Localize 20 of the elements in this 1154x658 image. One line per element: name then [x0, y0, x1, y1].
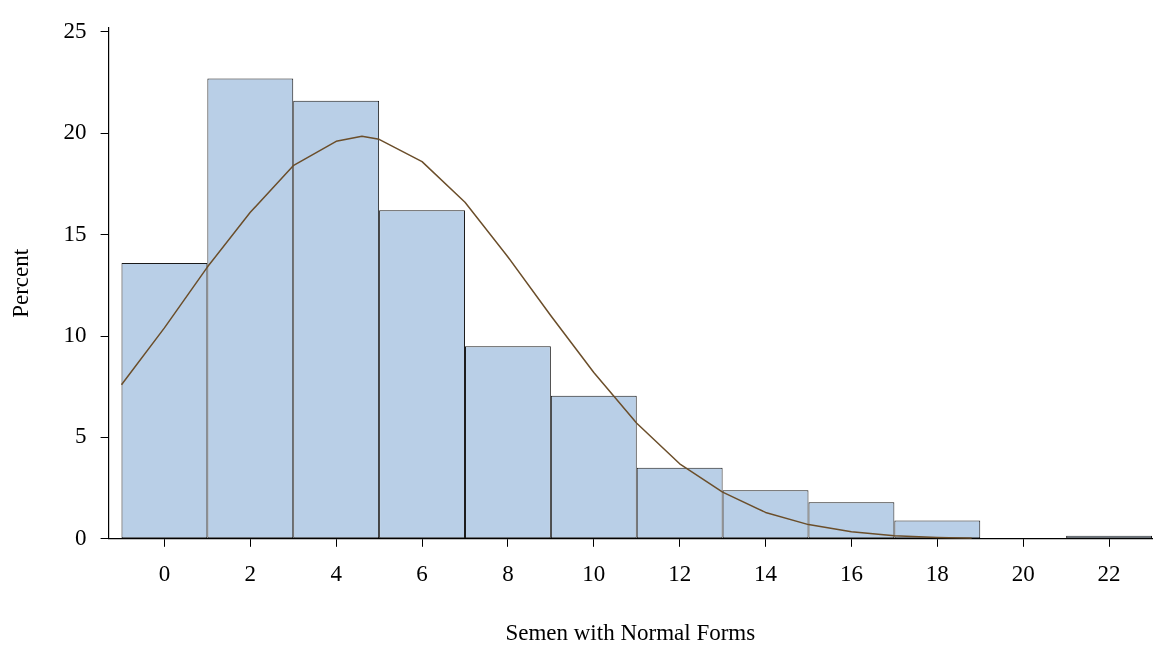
x-tick-label: 0 — [158, 560, 171, 586]
x-tick-label: 8 — [502, 560, 514, 586]
y-tick-label: 5 — [75, 423, 87, 449]
x-tick-label: 18 — [925, 560, 949, 586]
x-tick-label: 14 — [754, 560, 778, 586]
y-tick-label: 25 — [63, 17, 87, 43]
x-tick-label: 6 — [416, 560, 428, 586]
x-tick-label: 16 — [839, 560, 863, 586]
x-tick-label: 22 — [1097, 560, 1121, 586]
x-tick-label: 20 — [1011, 560, 1035, 586]
y-tick-label: 0 — [75, 524, 87, 550]
x-tick-label: 2 — [244, 560, 257, 586]
y-tick-label: 10 — [63, 322, 87, 348]
x-tick-label: 10 — [582, 560, 606, 586]
x-tick-label: 12 — [668, 560, 692, 586]
y-tick-label: 20 — [63, 119, 87, 145]
y-axis-title: Percent — [7, 248, 33, 318]
x-axis-title: Semen with Normal Forms — [505, 620, 756, 646]
y-tick-label: 15 — [63, 220, 87, 246]
x-tick-label: 4 — [330, 560, 343, 586]
